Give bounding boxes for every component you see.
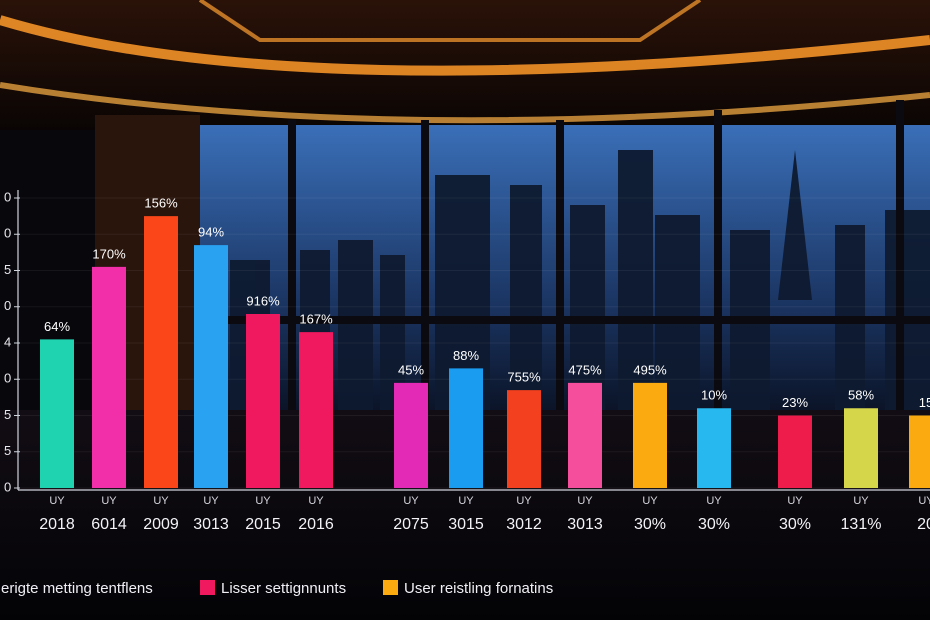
x-sub-label: UY (49, 495, 65, 507)
bar-label: 170% (92, 246, 126, 261)
bar-label: 495% (633, 362, 667, 377)
bar (194, 245, 228, 488)
y-tick-label: 5 (4, 443, 11, 458)
x-sub-label: UY (918, 495, 930, 507)
x-sub-label: UY (255, 495, 271, 507)
y-tick-label: 0 (4, 226, 11, 241)
x-sub-label: UY (101, 495, 117, 507)
x-tick-label: 3012 (506, 516, 542, 533)
y-tick-label: 4 (4, 334, 11, 349)
x-sub-label: UY (153, 495, 169, 507)
x-sub-label: UY (308, 495, 324, 507)
legend-label: User reistling fornatins (404, 580, 553, 597)
bar (299, 332, 333, 488)
y-tick-label: 0 (4, 479, 11, 494)
bar-label: 64% (44, 319, 70, 334)
x-sub-label: UY (403, 495, 419, 507)
x-tick-label: 20 (917, 516, 930, 533)
bar (394, 382, 428, 488)
x-sub-label: UY (642, 495, 658, 507)
x-tick-label: 30% (698, 516, 730, 533)
y-tick-label: 5 (4, 407, 11, 422)
bar (568, 382, 602, 488)
bar-label: 755% (507, 370, 541, 385)
ceiling-light (0, 82, 930, 124)
legend-label: Lisser settignnunts (221, 580, 346, 597)
bar (246, 314, 280, 488)
bar-label: 475% (568, 362, 602, 377)
bar-label: 156% (144, 196, 178, 211)
bar-label: 167% (299, 312, 333, 327)
bar (697, 408, 731, 488)
x-tick-label: 2018 (39, 516, 75, 533)
ceiling-light (0, 15, 930, 76)
bar-label: 88% (453, 348, 479, 363)
y-tick-label: 0 (4, 189, 11, 204)
bar (92, 266, 126, 488)
x-sub-label: UY (516, 495, 532, 507)
x-tick-label: 3013 (193, 516, 229, 533)
x-sub-label: UY (203, 495, 219, 507)
bar (909, 415, 930, 488)
bar (778, 415, 812, 488)
y-tick-label: 0 (4, 371, 11, 386)
bar-label: 94% (198, 225, 224, 240)
bar-label: 45% (398, 362, 424, 377)
ceiling-light (198, 0, 702, 42)
bar-label: 58% (848, 388, 874, 403)
x-sub-label: UY (458, 495, 474, 507)
x-sub-label: UY (577, 495, 593, 507)
x-tick-label: 6014 (91, 516, 127, 533)
bar-label: 916% (246, 293, 280, 308)
legend-swatch (383, 580, 398, 595)
bar (844, 408, 878, 488)
x-sub-label: UY (706, 495, 722, 507)
x-tick-label: 2015 (245, 516, 281, 533)
bar (144, 216, 178, 488)
x-tick-label: 3013 (567, 516, 603, 533)
bar-label: 15 (919, 395, 930, 410)
legend-label: erigte metting tentflens (1, 580, 153, 597)
y-tick-label: 5 (4, 262, 11, 277)
window-frames (200, 100, 930, 410)
legend-swatch (200, 580, 215, 595)
bar (449, 368, 483, 488)
bar (40, 339, 74, 488)
bar-label: 23% (782, 395, 808, 410)
bar (507, 390, 541, 488)
x-sub-label: UY (787, 495, 803, 507)
x-tick-label: 30% (779, 516, 811, 533)
bar-label: 10% (701, 388, 727, 403)
x-sub-label: UY (853, 495, 869, 507)
x-tick-label: 2075 (393, 516, 429, 533)
y-tick-label: 0 (4, 298, 11, 313)
x-tick-label: 30% (634, 516, 666, 533)
bar (633, 382, 667, 488)
x-tick-label: 2016 (298, 516, 334, 533)
x-tick-label: 3015 (448, 516, 484, 533)
x-tick-label: 131% (841, 516, 882, 533)
x-tick-label: 2009 (143, 516, 179, 533)
